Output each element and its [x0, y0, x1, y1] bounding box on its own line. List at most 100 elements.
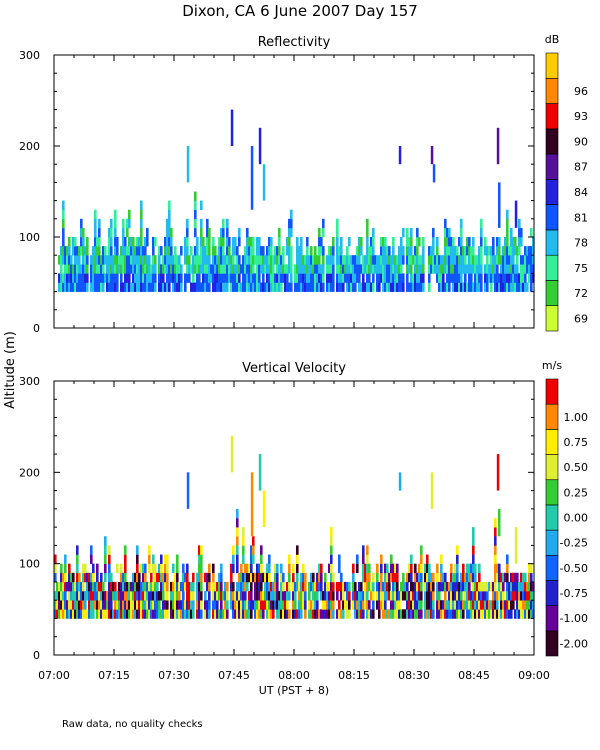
data-cell [490, 255, 493, 265]
data-cell [452, 591, 455, 601]
isolated-echo [430, 472, 434, 509]
data-cell [348, 600, 351, 610]
data-cell [146, 282, 149, 292]
data-cell [346, 600, 349, 610]
data-cell [80, 609, 83, 619]
data-cell [504, 273, 507, 283]
data-cell [452, 255, 455, 265]
data-cell [436, 237, 439, 247]
data-cell [136, 572, 139, 583]
data-cell [312, 264, 315, 274]
data-cell [154, 600, 157, 610]
data-cell [468, 600, 471, 610]
data-cell [288, 237, 291, 247]
data-cell [516, 282, 519, 292]
data-cell [486, 282, 489, 292]
data-cell [412, 591, 415, 601]
data-cell [252, 536, 255, 546]
isolated-echo [430, 146, 434, 165]
data-cell [438, 600, 441, 610]
data-cell [318, 273, 321, 283]
data-cell [528, 591, 531, 601]
data-cell [148, 609, 151, 619]
data-cell [416, 572, 419, 583]
data-cell [278, 237, 281, 247]
data-cell [112, 273, 115, 283]
data-cell [218, 255, 221, 265]
data-cell [208, 563, 211, 574]
data-cell [250, 581, 253, 592]
data-cell [154, 591, 157, 601]
data-cell [508, 581, 511, 592]
data-cell [178, 273, 181, 283]
data-cell [168, 273, 171, 283]
data-cell [410, 255, 413, 265]
data-cell [412, 273, 415, 283]
data-cell [72, 572, 75, 583]
data-cell [268, 581, 271, 592]
data-cell [490, 273, 493, 283]
data-cell [412, 255, 415, 265]
data-cell [106, 609, 109, 619]
data-cell [82, 227, 85, 238]
data-cell [260, 600, 263, 610]
data-cell [110, 246, 113, 256]
data-cell [362, 572, 365, 583]
data-cell [372, 246, 375, 256]
data-cell [376, 581, 379, 592]
data-cell [278, 264, 281, 274]
data-cell [346, 264, 349, 274]
data-cell [330, 581, 333, 592]
data-cell [128, 264, 131, 274]
data-cell [70, 255, 73, 265]
data-cell [200, 255, 203, 265]
data-cell [58, 581, 61, 592]
data-cell [160, 591, 163, 601]
data-cell [280, 591, 283, 601]
data-cell [174, 600, 177, 610]
data-cell [186, 572, 189, 583]
data-cell [148, 554, 151, 564]
data-cell [332, 609, 335, 619]
data-cell [342, 264, 345, 274]
data-cell [248, 572, 251, 583]
data-cell [200, 581, 203, 592]
data-cell [498, 581, 501, 592]
data-cell [490, 282, 493, 292]
data-cell [464, 255, 467, 265]
data-cell [366, 572, 369, 583]
data-cell [236, 581, 239, 592]
data-cell [100, 591, 103, 601]
data-cell [246, 255, 249, 265]
data-cell [530, 591, 533, 601]
data-cell [300, 273, 303, 283]
data-cell [426, 554, 429, 564]
data-cell [238, 591, 241, 601]
data-cell [92, 572, 95, 583]
data-cell [406, 264, 409, 274]
data-cell [266, 255, 269, 265]
data-cell [222, 237, 225, 247]
data-cell [114, 255, 117, 265]
data-cell [84, 572, 87, 583]
data-cell [362, 600, 365, 610]
data-cell [246, 563, 249, 574]
data-cell [410, 237, 413, 247]
data-cell [84, 609, 87, 619]
data-cell [356, 246, 359, 256]
data-cell [418, 563, 421, 574]
data-cell [176, 572, 179, 583]
data-cell [284, 282, 287, 292]
data-cell [186, 237, 189, 247]
data-cell [120, 581, 123, 592]
data-cell [460, 227, 463, 238]
data-cell [190, 282, 193, 292]
data-cell [192, 572, 195, 583]
data-cell [414, 581, 417, 592]
data-cell [144, 255, 147, 265]
data-cell [166, 227, 169, 238]
data-cell [122, 237, 125, 247]
x-ticks: 07:00 07:15 07:30 07:45 08:00 08:15 08:30 08:45… [38, 381, 550, 682]
data-cell [80, 246, 83, 256]
data-cell [398, 246, 401, 256]
